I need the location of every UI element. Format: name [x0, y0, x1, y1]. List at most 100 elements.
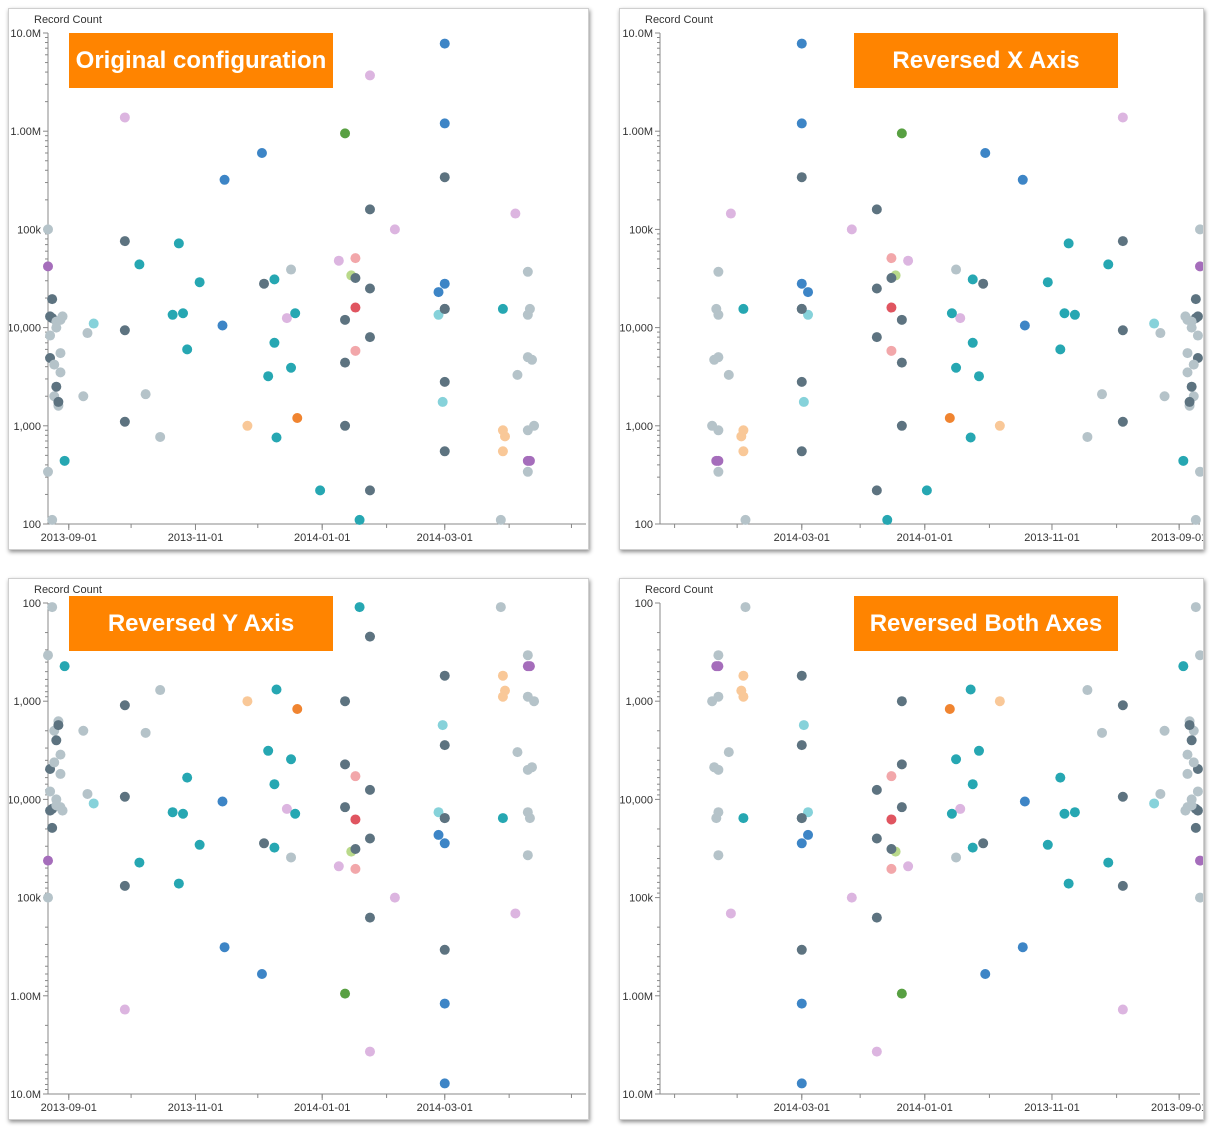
scatter-point[interactable] — [155, 431, 166, 442]
scatter-point[interactable] — [59, 455, 70, 466]
scatter-point[interactable] — [219, 174, 230, 185]
scatter-point[interactable] — [713, 266, 724, 277]
scatter-point[interactable] — [1117, 880, 1128, 891]
scatter-point[interactable] — [269, 779, 280, 790]
scatter-point[interactable] — [364, 1046, 375, 1057]
scatter-point[interactable] — [269, 274, 280, 285]
scatter-point[interactable] — [439, 446, 450, 457]
scatter-point[interactable] — [389, 892, 400, 903]
scatter-point[interactable] — [1182, 367, 1193, 378]
scatter-point[interactable] — [263, 371, 274, 382]
scatter-point[interactable] — [1195, 892, 1203, 903]
scatter-point[interactable] — [119, 791, 130, 802]
scatter-point[interactable] — [1192, 786, 1203, 797]
scatter-point[interactable] — [1195, 466, 1203, 477]
scatter-point[interactable] — [1017, 174, 1028, 185]
scatter-point[interactable] — [340, 802, 351, 813]
scatter-point[interactable] — [796, 376, 807, 387]
scatter-point[interactable] — [871, 912, 882, 923]
scatter-point[interactable] — [871, 784, 882, 795]
scatter-point[interactable] — [526, 354, 537, 365]
scatter-point[interactable] — [433, 807, 444, 818]
scatter-point[interactable] — [182, 344, 193, 355]
scatter-point[interactable] — [439, 376, 450, 387]
scatter-point[interactable] — [269, 842, 280, 853]
scatter-point[interactable] — [707, 420, 718, 431]
scatter-point[interactable] — [1117, 416, 1128, 427]
scatter-point[interactable] — [286, 362, 297, 373]
scatter-point[interactable] — [439, 303, 450, 314]
scatter-point[interactable] — [1186, 381, 1197, 392]
scatter-point[interactable] — [439, 172, 450, 183]
scatter-point[interactable] — [846, 224, 857, 235]
scatter-point[interactable] — [886, 345, 897, 356]
scatter-point[interactable] — [798, 396, 809, 407]
scatter-point[interactable] — [512, 747, 523, 758]
scatter-point[interactable] — [725, 208, 736, 219]
scatter-point[interactable] — [43, 650, 53, 661]
scatter-point[interactable] — [315, 485, 326, 496]
scatter-point[interactable] — [1059, 808, 1070, 819]
scatter-point[interactable] — [340, 314, 351, 325]
scatter-point[interactable] — [886, 771, 897, 782]
scatter-point[interactable] — [439, 1078, 450, 1089]
scatter-point[interactable] — [119, 325, 130, 336]
scatter-point[interactable] — [286, 754, 297, 765]
scatter-point[interactable] — [796, 838, 807, 849]
scatter-point[interactable] — [896, 357, 907, 368]
scatter-point[interactable] — [1190, 294, 1201, 305]
scatter-point[interactable] — [796, 118, 807, 129]
scatter-point[interactable] — [57, 311, 68, 322]
scatter-point[interactable] — [1178, 661, 1189, 672]
scatter-point[interactable] — [340, 420, 351, 431]
scatter-point[interactable] — [182, 772, 193, 783]
scatter-point[interactable] — [242, 420, 253, 431]
scatter-point[interactable] — [364, 912, 375, 923]
scatter-point[interactable] — [43, 892, 53, 903]
scatter-point[interactable] — [433, 829, 444, 840]
scatter-point[interactable] — [167, 807, 178, 818]
scatter-point[interactable] — [846, 892, 857, 903]
scatter-point[interactable] — [886, 272, 897, 283]
scatter-point[interactable] — [217, 796, 228, 807]
scatter-point[interactable] — [738, 446, 749, 457]
scatter-point[interactable] — [364, 631, 375, 642]
scatter-point[interactable] — [292, 703, 303, 714]
scatter-point[interactable] — [439, 740, 450, 751]
scatter-point[interactable] — [1190, 514, 1201, 525]
scatter-point[interactable] — [1149, 318, 1160, 329]
scatter-point[interactable] — [286, 852, 297, 863]
scatter-point[interactable] — [524, 661, 535, 672]
scatter-point[interactable] — [1149, 798, 1160, 809]
scatter-point[interactable] — [1117, 112, 1128, 123]
scatter-point[interactable] — [292, 413, 303, 424]
scatter-point[interactable] — [1159, 391, 1170, 402]
scatter-point[interactable] — [119, 880, 130, 891]
scatter-point[interactable] — [1082, 685, 1093, 696]
scatter-point[interactable] — [173, 878, 184, 889]
scatter-point[interactable] — [364, 332, 375, 343]
scatter-point[interactable] — [871, 283, 882, 294]
scatter-point[interactable] — [55, 768, 66, 779]
scatter-point[interactable] — [522, 266, 533, 277]
scatter-point[interactable] — [47, 514, 58, 525]
scatter-point[interactable] — [1059, 308, 1070, 319]
scatter-point[interactable] — [1042, 277, 1053, 288]
scatter-point[interactable] — [510, 908, 521, 919]
scatter-point[interactable] — [140, 727, 151, 738]
scatter-point[interactable] — [1097, 389, 1108, 400]
scatter-point[interactable] — [871, 833, 882, 844]
scatter-point[interactable] — [955, 803, 966, 814]
scatter-point[interactable] — [350, 844, 361, 855]
scatter-point[interactable] — [871, 204, 882, 215]
scatter-point[interactable] — [497, 813, 508, 824]
scatter-point[interactable] — [55, 348, 66, 359]
scatter-point[interactable] — [1190, 822, 1201, 833]
scatter-point[interactable] — [1178, 455, 1189, 466]
scatter-point[interactable] — [47, 294, 58, 305]
scatter-point[interactable] — [167, 309, 178, 320]
scatter-point[interactable] — [51, 381, 62, 392]
scatter-point[interactable] — [978, 278, 989, 289]
scatter-point[interactable] — [49, 359, 60, 370]
scatter-point[interactable] — [1019, 796, 1030, 807]
